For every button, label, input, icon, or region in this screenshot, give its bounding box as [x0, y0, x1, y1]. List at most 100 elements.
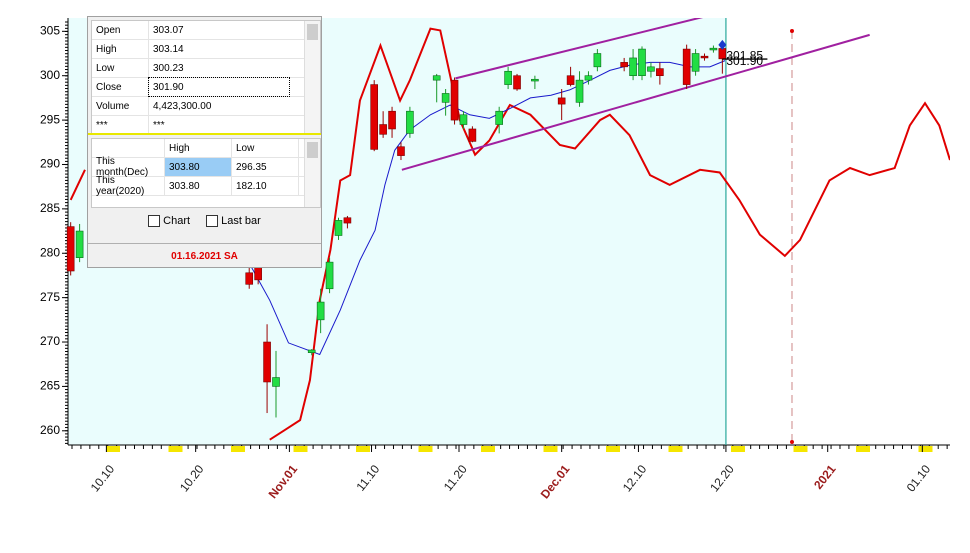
range-header-cell: Low	[232, 139, 299, 157]
candle-body	[638, 48, 646, 77]
range-value: 182.10	[232, 177, 299, 195]
candle-body	[629, 57, 637, 77]
candle-body	[432, 75, 441, 81]
last-value-label: 301.90	[726, 54, 763, 68]
x-tick-label: 10.20	[177, 462, 207, 495]
candle-body	[263, 341, 271, 383]
x-tick-label: 10.10	[88, 462, 118, 495]
candle-body	[718, 48, 727, 60]
range-value: 303.80	[165, 158, 232, 176]
overlay-line	[69, 27, 950, 441]
x-tick-label: 2021	[811, 462, 839, 492]
x-tick-label: 11.10	[353, 462, 382, 494]
candles	[66, 44, 727, 418]
quote-value: 303.14	[153, 43, 184, 55]
overlays	[69, 18, 950, 441]
quote-row: *** ***	[92, 116, 304, 133]
week-marker	[418, 446, 433, 452]
week-marker	[481, 446, 495, 452]
checkbox-box[interactable]	[206, 215, 219, 227]
candle-body	[272, 377, 280, 387]
week-marker	[168, 446, 183, 452]
candle-body	[620, 62, 628, 68]
range-label: This month(Dec)	[92, 156, 165, 178]
x-tick-label: 01.10	[904, 462, 934, 495]
candle-body	[691, 53, 700, 72]
y-tick-label: 260	[40, 423, 60, 437]
candle-body	[370, 84, 379, 150]
checkbox[interactable]: Last bar	[206, 215, 261, 227]
checkbox-label[interactable]: Chart	[163, 215, 191, 227]
candle-body	[441, 93, 450, 103]
checkbox-box[interactable]	[148, 215, 161, 227]
range-row: This year(2020) 303.80 182.10	[92, 175, 304, 197]
week-marker	[293, 446, 308, 452]
last-marker	[718, 39, 727, 50]
week-marker	[918, 446, 933, 452]
candle-body	[504, 70, 512, 85]
x-tick-label: Nov.01	[266, 462, 301, 501]
candle-body	[66, 226, 75, 272]
x-tick-label: Dec.01	[538, 462, 573, 501]
quote-value: 301.90	[148, 77, 290, 97]
scrollbar[interactable]	[304, 139, 320, 207]
quote-table: Open 303.07 High 303.14 Low 300.23 Close 301.90…	[91, 20, 321, 134]
quote-value: 300.23	[153, 62, 184, 74]
week-marker	[543, 446, 558, 452]
candle-body	[647, 66, 655, 72]
scroll-thumb[interactable]	[307, 142, 318, 158]
candle-body	[379, 124, 387, 135]
candle-body	[566, 75, 575, 85]
candle-body	[343, 217, 352, 224]
y-tick-label: 305	[40, 23, 60, 37]
y-tick-label: 275	[40, 290, 60, 304]
quote-label: Low	[92, 59, 149, 77]
info-panel: Open 303.07 High 303.14 Low 300.23 Close 301.90…	[87, 16, 322, 268]
candle-body	[656, 68, 664, 77]
candle-body	[584, 75, 593, 81]
quote-label: High	[92, 40, 149, 58]
checkbox-label[interactable]: Last bar	[221, 215, 261, 227]
range-value: 296.35	[232, 158, 299, 176]
scroll-thumb[interactable]	[307, 24, 318, 40]
candle-body	[531, 78, 539, 82]
candle-body	[325, 261, 334, 290]
range-value: 303.80	[165, 177, 232, 195]
candle-body	[513, 75, 521, 90]
cycle-marker-dot	[789, 29, 794, 33]
candle-body	[593, 53, 602, 68]
candle-body	[575, 79, 584, 103]
y-tick-label: 300	[40, 68, 60, 82]
week-marker	[668, 446, 683, 452]
candle-body	[557, 97, 566, 105]
quote-row: Low 300.23	[92, 59, 304, 78]
range-corner	[92, 139, 165, 157]
checkbox[interactable]: Chart	[148, 215, 190, 227]
week-marker	[793, 446, 808, 452]
overlay-line	[249, 60, 726, 356]
x-tick-label: 11.20	[441, 462, 470, 494]
quote-label: Volume	[92, 97, 149, 115]
quote-value: 303.07	[153, 24, 184, 36]
candle-body	[709, 47, 718, 51]
candle-body	[334, 220, 343, 236]
date-label: 01.16.2021 SA	[88, 243, 321, 268]
candle-body	[700, 55, 709, 59]
quote-row: High 303.14	[92, 40, 304, 59]
candle-body	[75, 230, 84, 258]
overlay-line	[455, 18, 704, 80]
y-tick-label: 285	[40, 201, 60, 215]
week-marker	[856, 446, 870, 452]
y-tick-label: 270	[40, 334, 60, 348]
range-table: High Low This month(Dec) 303.80 296.35 This y…	[91, 138, 321, 208]
week-marker	[606, 446, 620, 452]
y-tick-label: 265	[40, 379, 60, 393]
week-marker	[106, 446, 120, 452]
quote-row: Volume 4,423,300.00	[92, 97, 304, 116]
scrollbar[interactable]	[304, 21, 320, 133]
candle-body	[307, 349, 316, 353]
y-tick-label: 295	[40, 112, 60, 126]
quote-label: ***	[92, 116, 149, 133]
quote-value: 4,423,300.00	[153, 100, 212, 112]
